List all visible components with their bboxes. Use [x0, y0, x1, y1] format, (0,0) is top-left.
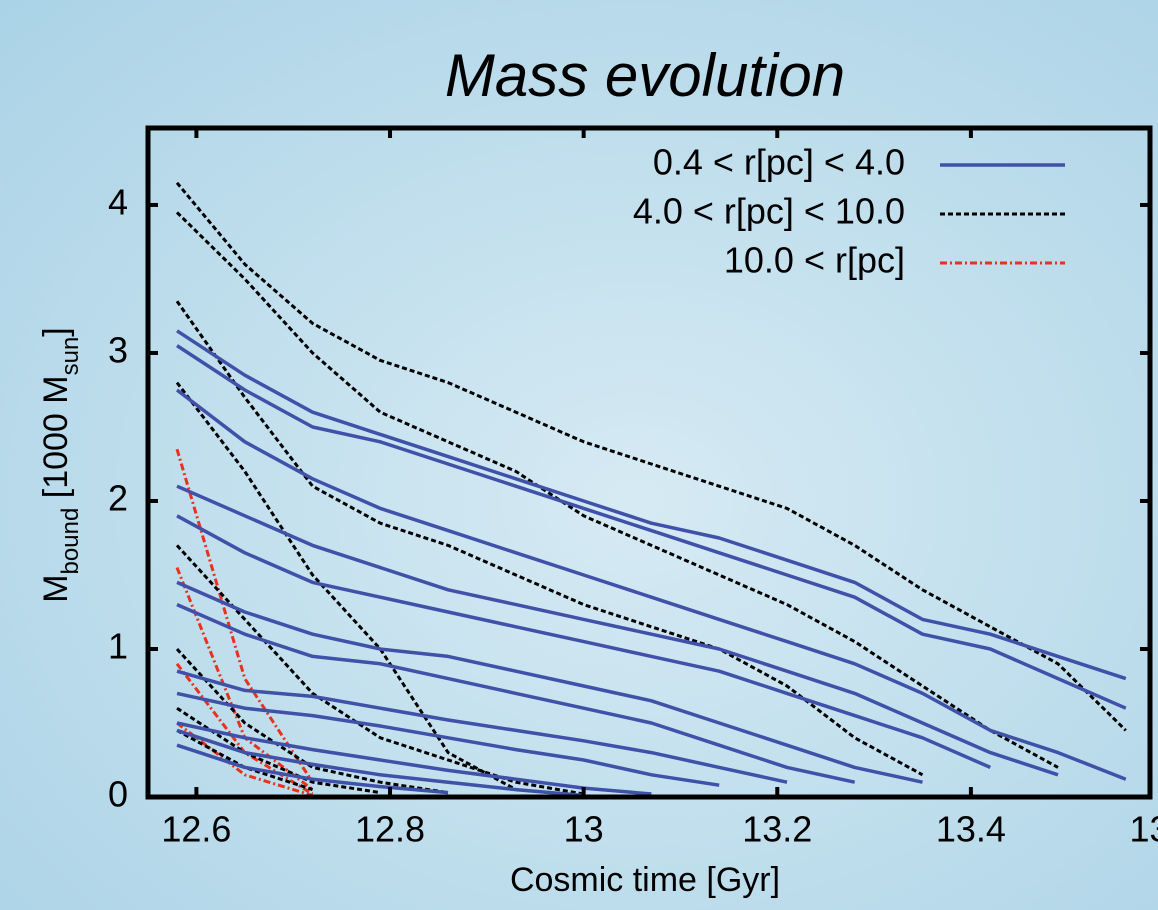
series-line	[175, 388, 1127, 781]
series-line	[175, 544, 584, 796]
y-tick-label: 0	[108, 774, 128, 815]
y-axis-label-part: [1000 M	[37, 375, 75, 507]
x-tick-label: 12.6	[161, 809, 231, 850]
x-axis-label: Cosmic time [Gyr]	[510, 861, 780, 899]
x-tick-label: 13.2	[742, 809, 812, 850]
legend-label: 0.4 < r[pc] < 4.0	[653, 142, 905, 183]
y-tick-label: 1	[108, 626, 128, 667]
series-line	[176, 602, 856, 784]
series-line	[175, 181, 1127, 732]
series-line	[176, 344, 1127, 710]
series-line	[176, 484, 1059, 777]
series-line	[175, 381, 517, 791]
y-axis-label: Mbound [1000 Msun]	[37, 327, 84, 603]
y-axis-label-part: M	[37, 574, 75, 602]
chart-title: Mass evolution	[445, 42, 845, 109]
y-axis-label-part: ]	[37, 327, 75, 336]
legend-label: 4.0 < r[pc] < 10.0	[633, 191, 905, 232]
series-line	[176, 514, 992, 770]
series-line	[176, 691, 720, 787]
series-line	[176, 329, 1127, 681]
x-tick-label: 13.6	[1129, 809, 1158, 850]
legend-label: 10.0 < r[pc]	[724, 240, 905, 281]
series-line	[175, 647, 449, 795]
series-line	[176, 743, 449, 795]
x-tick-label: 13	[564, 809, 604, 850]
y-tick-label: 2	[108, 477, 128, 518]
plot-area	[175, 181, 1127, 797]
x-tick-label: 12.8	[355, 809, 425, 850]
series-line	[176, 721, 652, 796]
y-axis-label-part: bound	[57, 508, 84, 575]
x-tick-label: 13.4	[936, 809, 1006, 850]
series-line	[176, 669, 788, 784]
plot-frame	[145, 125, 1153, 800]
series-line	[175, 211, 1059, 769]
series-line	[176, 729, 314, 792]
series-line	[176, 721, 314, 797]
y-axis-label-part: sun	[57, 337, 84, 376]
series-line	[176, 580, 923, 784]
series-line	[176, 728, 584, 797]
series-line	[175, 448, 314, 784]
y-tick-label: 3	[108, 329, 128, 370]
y-tick-label: 4	[108, 181, 128, 222]
